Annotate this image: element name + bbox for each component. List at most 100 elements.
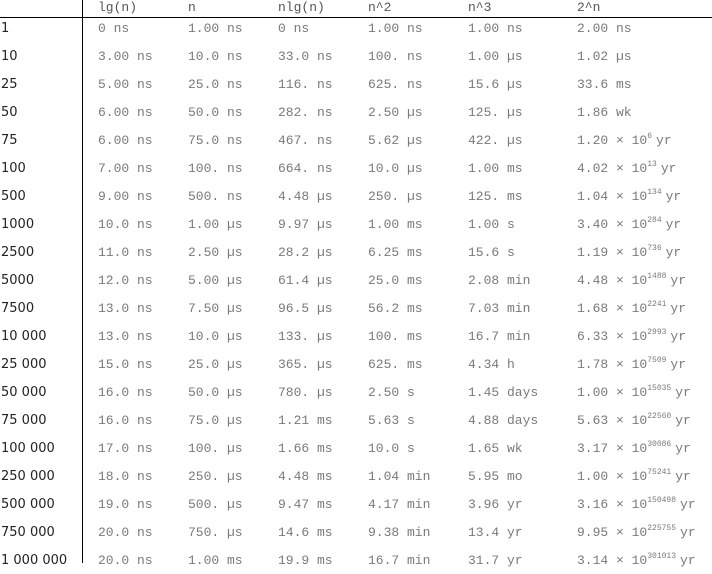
exp-mantissa: 1.00 × 10 <box>577 385 648 400</box>
exp-mantissa: 1.00 × 10 <box>577 469 648 484</box>
exp-unit: yr <box>670 329 687 344</box>
time-cell: 61.4 µs <box>278 273 333 288</box>
header-two-pow-n: 2^n <box>577 0 601 15</box>
time-cell: 10.0 µs <box>368 161 423 176</box>
row-n-value: 2500 <box>1 245 35 260</box>
exp-unit: yr <box>675 413 691 428</box>
time-cell: 13.0 ns <box>98 329 153 344</box>
time-cell: 2.08 min <box>468 273 531 288</box>
column-divider <box>82 0 83 563</box>
table-row: 100 7.00 ns 100. ns 664. ns 10.0 µs 1.00 ms 4.… <box>0 154 712 182</box>
table-row: 1 0 ns 1.00 ns 0 ns 1.00 ns 1.00 ns 2.00 ns <box>0 14 712 42</box>
time-cell: 9.47 ms <box>278 497 333 512</box>
time-cell: 1.45 days <box>468 385 539 400</box>
exp-unit: yr <box>675 469 691 484</box>
time-cell: 19.9 ms <box>278 553 333 568</box>
time-cell: 467. ns <box>278 133 333 148</box>
exp-power: 30086 <box>647 440 672 449</box>
exp-power: 15035 <box>647 384 672 393</box>
exponential-time-cell: 3.40 × 10284 yr <box>577 217 681 233</box>
time-cell: 2.50 s <box>368 385 415 400</box>
exp-power: 736 <box>647 244 662 253</box>
row-n-value: 500 000 <box>1 497 55 512</box>
table-row: 5000 12.0 ns 5.00 µs 61.4 µs 25.0 ms 2.08 min… <box>0 266 712 294</box>
time-cell: 25.0 ns <box>188 77 243 92</box>
exp-mantissa: 4.02 × 10 <box>577 161 648 176</box>
table-row: 75 000 16.0 ns 75.0 µs 1.21 ms 5.63 s 4.88 da… <box>0 406 712 434</box>
exp-power: 7509 <box>647 356 667 365</box>
exponential-time-cell: 1.00 × 1075241 yr <box>577 469 691 485</box>
time-cell: 1.00 ms <box>368 217 423 232</box>
time-cell: 14.6 ms <box>278 525 333 540</box>
exponential-time-cell: 3.17 × 1030086 yr <box>577 440 691 457</box>
exp-unit: yr <box>656 133 672 148</box>
exp-unit: yr <box>680 553 696 568</box>
time-cell: 75.0 µs <box>188 413 243 428</box>
row-n-value: 10 000 <box>1 329 47 344</box>
row-n-value: 75 <box>1 133 18 148</box>
time-cell: 25.0 µs <box>188 357 243 372</box>
time-cell: 4.17 min <box>368 497 431 512</box>
exponential-time-cell: 1.02 µs <box>577 49 632 64</box>
row-n-value: 25 <box>1 77 18 92</box>
exp-mantissa: 3.17 × 10 <box>577 441 648 456</box>
time-cell: 250. µs <box>188 469 243 484</box>
exp-unit: yr <box>665 245 682 260</box>
exp-unit: yr <box>660 161 677 176</box>
table-row: 10 3.00 ns 10.0 ns 33.0 ns 100. ns 1.00 µs 1.0… <box>0 42 712 70</box>
time-cell: 50.0 ns <box>188 105 243 120</box>
exponential-time-cell: 3.14 × 10301013 yr <box>577 552 696 569</box>
exp-mantissa: 1.78 × 10 <box>577 357 648 372</box>
time-cell: 15.6 s <box>468 245 515 260</box>
time-cell: 16.7 min <box>468 329 531 344</box>
header-lg-n: lg(n) <box>98 0 138 15</box>
table-row: 500 9.00 ns 500. ns 4.48 µs 250. µs 125. ms 1.… <box>0 182 712 210</box>
time-cell: 664. ns <box>278 161 333 176</box>
row-n-value: 1 <box>1 21 10 36</box>
time-cell: 750. µs <box>188 525 243 540</box>
table-row: 250 000 18.0 ns 250. µs 4.48 ms 1.04 min 5.95… <box>0 462 712 490</box>
time-cell: 19.0 ns <box>98 497 153 512</box>
time-cell: 1.21 ms <box>278 413 333 428</box>
time-cell: 500. µs <box>188 497 243 512</box>
exponential-time-cell: 1.78 × 107509 yr <box>577 356 687 373</box>
time-cell: 13.4 yr <box>468 525 523 540</box>
table-row: 75 6.00 ns 75.0 ns 467. ns 5.62 µs 422. µs 1.2… <box>0 126 712 154</box>
exp-power: 22560 <box>647 412 672 421</box>
header-underline <box>0 17 712 18</box>
table-row: 7500 13.0 ns 7.50 µs 96.5 µs 56.2 ms 7.03 min… <box>0 294 712 322</box>
time-cell: 20.0 ns <box>98 553 153 568</box>
time-cell: 12.0 ns <box>98 273 153 288</box>
time-cell: 100. ns <box>188 161 243 176</box>
exp-power: 150498 <box>647 496 677 505</box>
exp-power: 6 <box>647 132 653 141</box>
exp-power: 301013 <box>647 552 677 561</box>
time-cell: 18.0 ns <box>98 469 153 484</box>
time-cell: 250. µs <box>368 189 423 204</box>
time-cell: 16.7 min <box>368 553 431 568</box>
time-cell: 10.0 ns <box>98 217 153 232</box>
time-cell: 625. ns <box>368 77 423 92</box>
exponential-time-cell: 2.00 ns <box>577 21 632 36</box>
exp-unit: yr <box>680 497 696 512</box>
exponential-time-cell: 5.63 × 1022560 yr <box>577 412 691 429</box>
time-cell: 125. ms <box>468 189 523 204</box>
time-cell: 9.00 ns <box>98 189 153 204</box>
exp-unit: yr <box>670 357 687 372</box>
time-cell: 1.00 ms <box>468 161 523 176</box>
exp-mantissa: 1.20 × 10 <box>577 133 648 148</box>
exp-mantissa: 3.14 × 10 <box>577 553 648 568</box>
exponential-time-cell: 1.00 × 1015035 yr <box>577 384 691 401</box>
exponential-time-cell: 1.04 × 10134 yr <box>577 189 681 205</box>
exponential-time-cell: 4.48 × 101488 yr <box>577 273 686 289</box>
time-cell: 10.0 s <box>368 441 415 456</box>
time-cell: 2.50 µs <box>368 105 423 120</box>
time-cell: 133. µs <box>278 329 333 344</box>
row-n-value: 250 000 <box>1 469 55 484</box>
time-cell: 100. ns <box>368 49 423 64</box>
row-n-value: 100 000 <box>1 441 55 456</box>
exp-mantissa: 1.04 × 10 <box>577 189 648 204</box>
time-cell: 9.97 µs <box>278 217 333 232</box>
time-cell: 1.65 wk <box>468 441 523 456</box>
table-row: 500 000 19.0 ns 500. µs 9.47 ms 4.17 min 3.96… <box>0 490 712 518</box>
